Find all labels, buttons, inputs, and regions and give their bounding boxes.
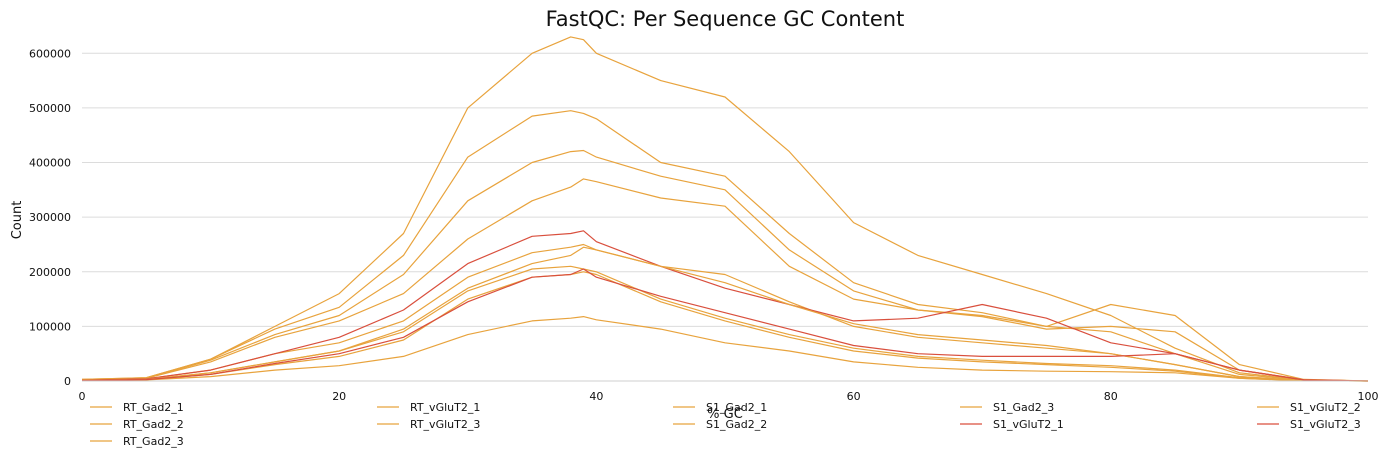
- y-axis-label: Count: [10, 201, 25, 240]
- legend-label: S1_Gad2_2: [706, 418, 767, 431]
- legend-item-S1_Gad2_1[interactable]: S1_Gad2_1: [673, 401, 767, 414]
- legend-item-RT_Gad2_3[interactable]: RT_Gad2_3: [90, 435, 184, 448]
- legend: RT_Gad2_1 RT_Gad2_2 RT_Gad2_3 RT_vGluT2_1 RT…: [90, 401, 1361, 448]
- legend-item-S1_vGluT2_1[interactable]: S1_vGluT2_1: [960, 418, 1064, 431]
- series-line-S1_vGluT2_3: [81, 268, 1369, 382]
- series-line-S1_Gad2_2: [81, 271, 1369, 382]
- grid-lines: [82, 52, 1368, 382]
- legend-item-S1_vGluT2_3[interactable]: S1_vGluT2_3: [1257, 418, 1361, 431]
- x-tick-label: 60: [847, 390, 861, 403]
- series-line-RT_Gad2_2: [81, 110, 1369, 382]
- legend-item-RT_Gad2_2[interactable]: RT_Gad2_2: [90, 418, 184, 431]
- legend-item-RT_vGluT2_1[interactable]: RT_vGluT2_1: [377, 401, 480, 414]
- legend-item-RT_Gad2_1[interactable]: RT_Gad2_1: [90, 401, 184, 414]
- series-line-RT_Gad2_3: [81, 178, 1369, 382]
- series-line-RT_vGluT2_1: [81, 149, 1369, 382]
- x-tick-label: 20: [332, 390, 346, 403]
- y-tick-label: 400000: [29, 157, 71, 170]
- legend-label: RT_vGluT2_1: [410, 401, 480, 414]
- series-line-S1_Gad2_3: [81, 316, 1369, 382]
- x-axis-label: % GC: [707, 407, 743, 422]
- chart-title: FastQC: Per Sequence GC Content: [546, 7, 905, 31]
- y-tick-label: 100000: [29, 320, 71, 333]
- legend-label: S1_vGluT2_1: [993, 418, 1064, 431]
- y-tick-label: 200000: [29, 266, 71, 279]
- y-tick-label: 0: [64, 375, 71, 388]
- legend-label: RT_Gad2_3: [123, 435, 184, 448]
- legend-label: S1_Gad2_3: [993, 401, 1054, 414]
- x-tick-label: 40: [589, 390, 603, 403]
- series-line-RT_Gad2_1: [81, 36, 1369, 382]
- legend-label: RT_Gad2_1: [123, 401, 184, 414]
- series-lines: [81, 36, 1369, 382]
- y-tick-label: 300000: [29, 211, 71, 224]
- legend-label: S1_Gad2_1: [706, 401, 767, 414]
- x-tick-label: 0: [79, 390, 86, 403]
- legend-item-S1_Gad2_3[interactable]: S1_Gad2_3: [960, 401, 1054, 414]
- y-tick-label: 500000: [29, 102, 71, 115]
- series-line-S1_vGluT2_1: [81, 230, 1369, 382]
- legend-item-RT_vGluT2_3[interactable]: RT_vGluT2_3: [377, 418, 480, 431]
- y-tick-label: 600000: [29, 47, 71, 60]
- legend-item-S1_vGluT2_2[interactable]: S1_vGluT2_2: [1257, 401, 1361, 414]
- legend-label: S1_vGluT2_2: [1290, 401, 1361, 414]
- legend-item-S1_Gad2_2[interactable]: S1_Gad2_2: [673, 418, 767, 431]
- series-line-S1_vGluT2_2: [81, 246, 1369, 382]
- legend-label: RT_vGluT2_3: [410, 418, 480, 431]
- x-tick-label: 100: [1358, 390, 1379, 403]
- legend-label: RT_Gad2_2: [123, 418, 184, 431]
- legend-label: S1_vGluT2_3: [1290, 418, 1361, 431]
- axes: 0 100000 200000 300000 400000 500000 600000 0 20…: [29, 47, 1379, 403]
- x-tick-label: 80: [1104, 390, 1118, 403]
